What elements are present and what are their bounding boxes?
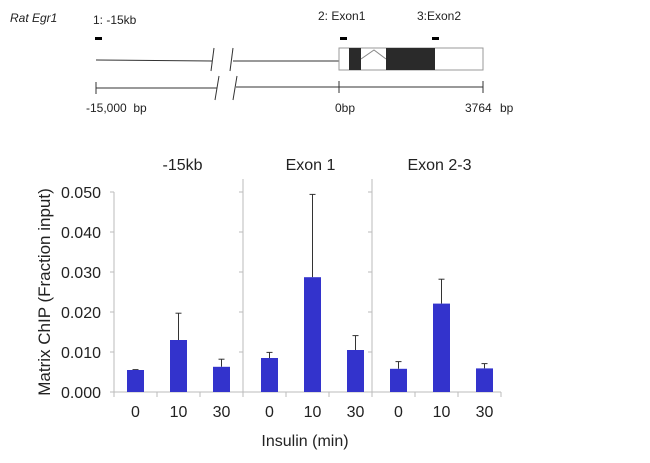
gene-diagram: Rat Egr1 1: -15kb 2: Exon1 3:Exon2 -15,0… bbox=[10, 9, 514, 115]
scale-label-unit: bp bbox=[500, 101, 514, 115]
probe-label-1: 1: -15kb bbox=[93, 13, 137, 27]
bar bbox=[261, 358, 278, 392]
y-tick-label: 0.030 bbox=[61, 265, 101, 282]
probe-mark-2 bbox=[340, 37, 347, 40]
y-tick-label: 0.000 bbox=[61, 385, 101, 402]
x-tick-label: 10 bbox=[170, 404, 188, 421]
bar bbox=[213, 366, 230, 392]
y-axis-label: Matrix ChIP (Fraction input) bbox=[35, 188, 54, 396]
bar bbox=[347, 350, 364, 392]
bar bbox=[127, 370, 144, 392]
scale-label-right: 3764 bbox=[465, 101, 492, 115]
panel-title: Exon 1 bbox=[286, 157, 336, 174]
bar bbox=[390, 368, 407, 392]
x-axis-label: Insulin (min) bbox=[261, 433, 348, 450]
x-tick-label: 0 bbox=[265, 404, 274, 421]
y-tick-label: 0.020 bbox=[61, 305, 101, 322]
x-tick-label: 30 bbox=[213, 404, 231, 421]
y-tick-label: 0.010 bbox=[61, 345, 101, 362]
scale-bar bbox=[95, 75, 484, 101]
y-tick-label: 0.050 bbox=[61, 185, 101, 202]
bar bbox=[304, 277, 321, 392]
x-tick-label: 0 bbox=[394, 404, 403, 421]
gene-label: Rat Egr1 bbox=[10, 11, 57, 25]
panel-title: Exon 2-3 bbox=[407, 157, 471, 174]
panel-title: -15kb bbox=[162, 157, 202, 174]
bar-chart: Matrix ChIP (Fraction input) Insulin (mi… bbox=[35, 157, 502, 450]
x-tick-label: 10 bbox=[304, 404, 322, 421]
x-tick-label: 0 bbox=[131, 404, 140, 421]
bar bbox=[476, 368, 493, 392]
bar bbox=[170, 340, 187, 392]
probe-label-3: 3:Exon2 bbox=[417, 9, 461, 23]
gene-structure bbox=[95, 47, 484, 72]
x-tick-label: 30 bbox=[347, 404, 365, 421]
x-tick-label: 30 bbox=[476, 404, 494, 421]
bar bbox=[433, 303, 450, 392]
probe-mark-3 bbox=[432, 37, 439, 40]
x-tick-label: 10 bbox=[433, 404, 451, 421]
y-tick-label: 0.040 bbox=[61, 225, 101, 242]
scale-label-mid: 0bp bbox=[335, 101, 355, 115]
scale-label-left: -15,000 bp bbox=[86, 101, 147, 115]
probe-mark-1 bbox=[95, 37, 102, 40]
probe-label-2: 2: Exon1 bbox=[318, 9, 366, 23]
